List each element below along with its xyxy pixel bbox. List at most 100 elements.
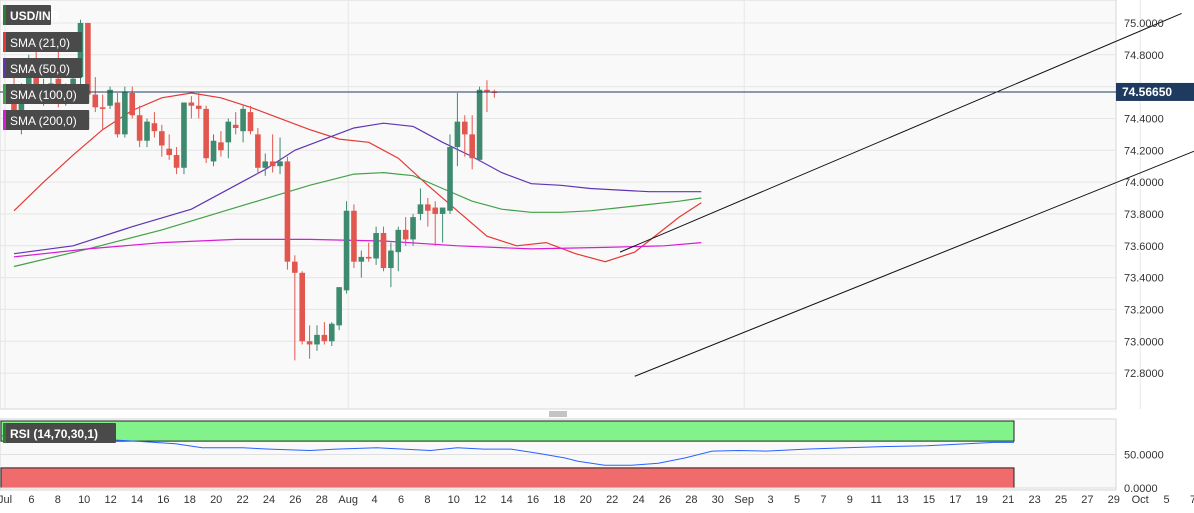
time-tick-label: 5 [1164,494,1170,506]
candle [306,325,313,359]
time-tick-label: 14 [500,494,512,506]
rsi-legend: RSI (14,70,30,1) [3,423,116,443]
ascending-channel [619,12,1194,377]
time-tick-label: 16 [527,494,539,506]
candle-body [410,217,416,240]
candle-body [122,91,128,135]
time-tick-label: 13 [896,494,908,506]
time-tick-label: 28 [316,494,328,506]
time-tick-label: 30 [712,494,724,506]
candle [122,86,128,138]
candle [225,118,232,159]
candle [402,217,409,246]
candle-body [195,105,202,109]
candle [188,96,195,119]
candle [166,134,172,160]
candle [262,153,269,176]
legend-entry: SMA (200,0) [3,110,90,130]
price-panel [0,0,1117,410]
price-tick-label: 74.8000 [1124,50,1164,62]
candle [240,105,246,143]
candle [181,102,187,175]
candle-body [136,115,143,141]
candle [218,131,224,157]
candle-body [358,256,365,262]
time-tick-label: 10 [448,494,460,506]
candle [461,115,468,157]
time-tick-label: 14 [131,494,143,506]
candle-body [11,94,17,119]
candle [284,156,291,270]
price-tick-label: 73.6000 [1124,241,1164,253]
candle [92,77,99,113]
candle-body [373,233,379,259]
candle-body [107,89,113,106]
time-tick-label: 9 [847,494,853,506]
time-tick-label: 25 [1055,494,1067,506]
rsi-tick-label: 50.0000 [1124,450,1164,462]
time-tick-label: 8 [424,494,430,506]
candle-body [232,124,239,128]
candle [144,118,150,148]
candle [203,105,209,164]
candle-body [417,204,424,214]
candle-body [92,94,99,108]
candle [365,242,372,262]
time-tick-label: 17 [949,494,961,506]
candle [136,105,143,148]
price-gridlines [0,22,1116,374]
time-tick-label: 20 [210,494,222,506]
candle [321,322,328,345]
price-tick-label: 75.0000 [1124,18,1164,30]
time-tick-label: 7 [1190,494,1194,506]
time-tick-label: 16 [157,494,169,506]
legend-entry-bg [3,32,82,52]
legend-entry-bg [3,84,90,104]
legend-entry-label: SMA (21,0) [10,36,70,50]
time-tick-label: 8 [55,494,61,506]
candle [151,112,158,138]
legend-swatch [3,84,6,104]
candle [447,134,453,214]
candle-body [188,102,195,106]
candle-body [439,207,446,214]
time-tick-label: 21 [1002,494,1014,506]
time-tick-label: 28 [685,494,697,506]
candle [255,127,261,175]
panel-resize-handle[interactable] [549,411,567,417]
candle-body [129,92,136,116]
candle [314,325,320,351]
legend-entry-bg [3,110,90,130]
candle-body [454,121,461,148]
candle-body [351,210,357,262]
candle [232,112,239,135]
candle [247,105,254,135]
candle-body [314,334,320,345]
time-tick-label: 11 [870,494,881,506]
rsi-label: RSI (14,70,30,1) [10,427,98,441]
legend-entry-label: SMA (100,0) [10,88,77,102]
legend-swatch [3,58,6,78]
legend-entry-label: SMA (50,0) [10,62,70,76]
candle-body [306,341,313,345]
candle [343,201,350,294]
candle [410,213,416,246]
time-tick-label: 23 [1028,494,1040,506]
candle [425,198,431,227]
time-axis: Jul 6 8 10 12 14 16 18 20 22 24 26 28 Aug 4 6 8 10 12 14 16 1… [0,494,1194,506]
candle-body [343,210,350,291]
candle [328,322,335,347]
candle [269,134,276,173]
sma-lines [13,92,702,268]
candle-body [476,89,483,160]
candle [99,94,106,130]
candle-body [225,121,232,143]
last-price-label: 74.56650 [1122,85,1172,99]
candle-body [269,161,276,167]
candle-body [166,148,172,156]
rsi-gridlines [0,454,1116,489]
candle [107,86,113,109]
time-tick-label: 29 [1108,494,1120,506]
legend-entry-label: SMA (200,0) [10,114,77,128]
time-tick-label: 22 [236,494,248,506]
